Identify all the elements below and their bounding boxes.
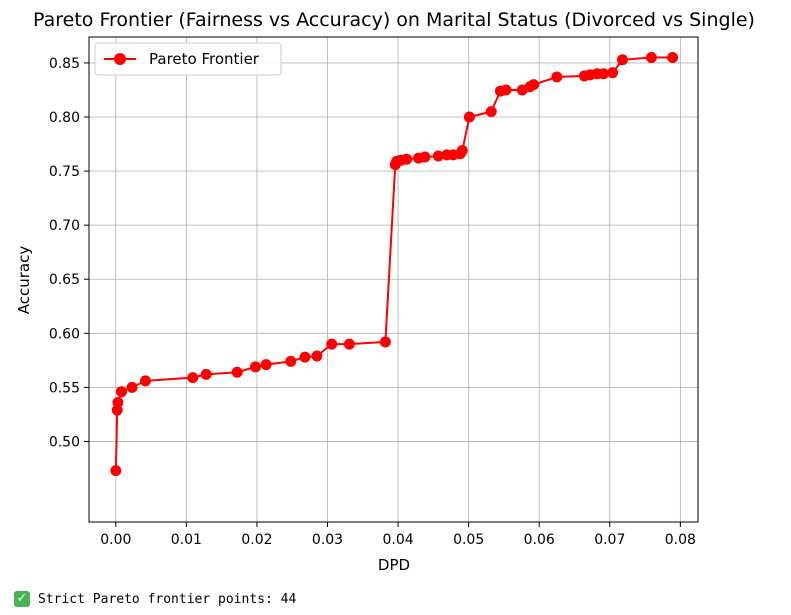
legend: Pareto Frontier	[94, 42, 282, 76]
x-tick-label: 0.06	[524, 532, 555, 548]
data-point	[607, 67, 619, 79]
data-point	[419, 151, 431, 163]
data-point	[260, 359, 272, 371]
data-point	[326, 338, 338, 350]
data-point	[645, 52, 657, 64]
y-tick-label: 0.75	[49, 164, 80, 180]
series-line-pareto-frontier	[114, 56, 673, 471]
y-tick-label: 0.65	[49, 272, 80, 288]
x-tick-label: 0.04	[383, 532, 414, 548]
x-axis-ticks: 0.00 0.01 0.02 0.03 0.04 0.05 0.06 0.07 0.08	[100, 522, 696, 548]
data-point	[311, 350, 323, 362]
data-point	[528, 79, 540, 91]
data-point	[139, 375, 151, 387]
data-point	[126, 381, 138, 393]
y-tick-label: 0.60	[49, 326, 80, 342]
legend-marker-sample	[114, 53, 126, 65]
data-point	[456, 145, 468, 157]
data-point	[115, 386, 127, 398]
data-point	[200, 368, 212, 380]
x-axis-label: DPD	[378, 556, 410, 574]
data-point	[667, 52, 679, 64]
data-point	[500, 84, 512, 96]
x-tick-label: 0.02	[241, 532, 272, 548]
data-point	[485, 106, 497, 118]
series-layer	[110, 52, 679, 477]
y-axis-ticks: 0.50 0.55 0.60 0.65 0.70 0.75 0.80 0.85	[49, 56, 89, 450]
data-point	[112, 397, 124, 409]
y-tick-label: 0.70	[49, 218, 80, 234]
pareto-chart: Pareto Frontier (Fairness vs Accuracy) o…	[15, 9, 755, 574]
data-point	[551, 71, 563, 83]
data-point	[432, 150, 444, 162]
y-tick-label: 0.85	[49, 56, 80, 72]
data-point	[401, 153, 413, 165]
data-point	[299, 351, 311, 363]
grid-lines	[89, 37, 698, 522]
data-point	[343, 338, 355, 350]
y-axis-label: Accuracy	[15, 246, 33, 315]
data-point	[379, 336, 391, 348]
y-tick-label: 0.80	[49, 110, 80, 126]
x-tick-label: 0.00	[100, 532, 131, 548]
x-tick-label: 0.07	[594, 532, 625, 548]
data-point	[597, 68, 609, 80]
status-text: Strict Pareto frontier points: 44	[38, 591, 297, 607]
legend-entry-pareto-frontier: Pareto Frontier	[149, 50, 260, 68]
check-mark-icon: ✓	[14, 591, 30, 607]
x-tick-label: 0.03	[312, 532, 343, 548]
data-point	[187, 372, 199, 384]
data-point	[110, 465, 122, 477]
data-point	[285, 355, 297, 367]
data-point	[463, 111, 475, 123]
data-point	[616, 54, 628, 66]
legend-box	[94, 42, 282, 76]
x-tick-label: 0.05	[453, 532, 484, 548]
data-point	[231, 366, 243, 378]
y-tick-label: 0.50	[49, 434, 80, 450]
x-tick-label: 0.01	[171, 532, 202, 548]
y-tick-label: 0.55	[49, 380, 80, 396]
x-tick-label: 0.08	[665, 532, 696, 548]
chart-title: Pareto Frontier (Fairness vs Accuracy) o…	[33, 9, 755, 31]
output-status-line: ✓ Strict Pareto frontier points: 44	[14, 589, 296, 609]
data-point	[250, 361, 262, 373]
